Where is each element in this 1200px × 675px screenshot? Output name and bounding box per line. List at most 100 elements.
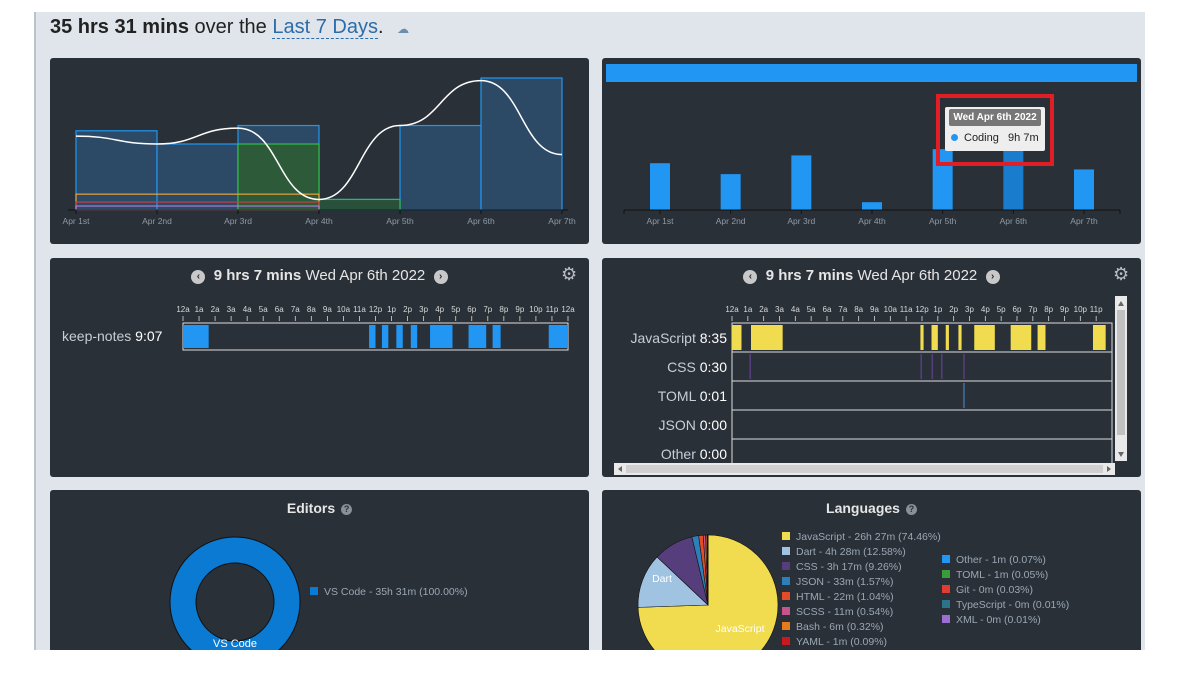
timeline-segment[interactable]	[396, 325, 403, 348]
x-tick-label: Apr 2nd	[142, 216, 172, 226]
chevron-left-icon[interactable]: ‹	[743, 270, 758, 284]
pie-label-dart: Dart	[652, 573, 672, 585]
legend-item[interactable]: CSS - 3h 17m (9.26%)	[782, 560, 941, 575]
summary-period: .	[377, 16, 384, 38]
legend-swatch	[942, 555, 950, 563]
legend-item[interactable]: SCSS - 11m (0.54%)	[782, 605, 941, 620]
timeline-segment[interactable]	[732, 325, 742, 350]
area-green-block-small[interactable]	[318, 198, 401, 211]
timeline-segment[interactable]	[963, 383, 965, 408]
scroll-left-arrow-icon[interactable]	[618, 466, 622, 472]
legend-item[interactable]: Other - 1m (0.07%)	[942, 553, 1069, 568]
daily-bar[interactable]	[791, 155, 812, 210]
hour-label: 5a	[807, 305, 816, 314]
editors-donut-svg: VS Code	[169, 536, 301, 650]
timeline-segment[interactable]	[183, 325, 209, 348]
x-tick-label: Apr 6th	[467, 216, 495, 226]
hour-label: 12a	[561, 305, 575, 314]
range-selector[interactable]: Last 7 Days	[272, 16, 378, 39]
daily-bar[interactable]	[862, 202, 882, 210]
timeline-segment[interactable]	[963, 354, 965, 379]
x-tick-label: Apr 4th	[858, 216, 886, 226]
chevron-left-icon[interactable]: ‹	[191, 270, 206, 284]
area-step-block[interactable]	[480, 77, 563, 211]
hour-label: 9p	[1060, 305, 1069, 314]
legend-item[interactable]: TypeScript - 0m (0.01%)	[942, 598, 1069, 613]
area-step-block[interactable]	[156, 143, 239, 211]
timeline-segment[interactable]	[369, 325, 376, 348]
legend-item[interactable]: Dart - 4h 28m (12.58%)	[782, 545, 941, 560]
timeline-segment[interactable]	[920, 325, 924, 350]
gear-icon[interactable]: ⚙	[561, 264, 578, 284]
timeline-segment[interactable]	[1037, 325, 1046, 350]
daily-bar[interactable]	[1003, 135, 1024, 210]
area-step-block[interactable]	[75, 130, 158, 211]
languages-timeline-panel: ‹ 9 hrs 7 mins Wed Apr 6th 2022 › ⚙ 12a 1…	[602, 258, 1141, 477]
x-tick-label: Apr 3rd	[224, 216, 252, 226]
editors-donut-ring[interactable]	[170, 537, 300, 650]
legend-item[interactable]: TOML - 1m (0.05%)	[942, 568, 1069, 583]
daily-bar[interactable]	[720, 174, 741, 210]
chevron-right-icon[interactable]: ›	[433, 270, 448, 284]
area-trend-line	[75, 79, 563, 201]
daily-bar[interactable]	[650, 163, 670, 210]
hour-label: 7a	[291, 305, 300, 314]
timeline-segment[interactable]	[958, 325, 962, 350]
legend-swatch	[782, 622, 790, 630]
timeline-segment[interactable]	[931, 354, 934, 379]
timeline-segment[interactable]	[548, 325, 568, 348]
timeline-row-frame	[731, 409, 1113, 440]
hour-label: 10a	[337, 305, 351, 314]
highlight-box	[936, 94, 1054, 166]
scroll-down-arrow-icon[interactable]	[1118, 452, 1124, 457]
area-step-block[interactable]	[399, 124, 482, 211]
legend-item[interactable]: XML - 0m (0.01%)	[942, 613, 1069, 628]
area-green-block[interactable]	[237, 143, 320, 211]
timeline-segment[interactable]	[945, 325, 949, 350]
timeline-segment[interactable]	[941, 354, 943, 379]
chevron-right-icon[interactable]: ›	[985, 270, 1000, 284]
timeline-segment[interactable]	[430, 325, 453, 348]
help-icon[interactable]: ?	[341, 504, 353, 515]
daily-bar[interactable]	[1074, 169, 1094, 210]
timeline-segment[interactable]	[410, 325, 418, 348]
timeline-segment[interactable]	[749, 354, 751, 379]
legend-item[interactable]: Git - 0m (0.03%)	[942, 583, 1069, 598]
languages-legend-left: JavaScript - 26h 27m (74.46%) Dart - 4h 2…	[782, 530, 941, 650]
scroll-right-arrow-icon[interactable]	[1107, 466, 1111, 472]
timeline-row-label: JavaScript 8:35	[631, 330, 728, 346]
languages-title: Languages?	[602, 500, 1141, 516]
timeline-segment[interactable]	[1010, 325, 1032, 350]
timeline-segment[interactable]	[1093, 325, 1106, 350]
timeline-segment[interactable]	[974, 325, 995, 350]
legend-item[interactable]: YAML - 1m (0.09%)	[782, 635, 941, 650]
tooltip-date: Wed Apr 6th 2022	[949, 109, 1041, 126]
timeline-segment[interactable]	[751, 325, 783, 350]
hour-label: 1a	[195, 305, 204, 314]
legend-label: Git - 0m (0.03%)	[956, 584, 1034, 596]
gear-icon[interactable]: ⚙	[1113, 264, 1130, 284]
editors-title-text: Editors	[286, 500, 336, 516]
hour-label: 11a	[353, 305, 366, 314]
vertical-scrollbar-thumb[interactable]	[1117, 310, 1125, 435]
timeline-segment[interactable]	[381, 325, 389, 348]
legend-swatch	[782, 607, 790, 615]
legend-item[interactable]: JSON - 33m (1.57%)	[782, 575, 941, 590]
cloud-download-icon[interactable]: ☁	[397, 22, 410, 36]
legend-label: Bash - 6m (0.32%)	[796, 621, 884, 633]
help-icon[interactable]: ?	[905, 504, 917, 515]
horizontal-scrollbar-thumb[interactable]	[626, 465, 1103, 473]
timeline-segment[interactable]	[492, 325, 501, 348]
timeline-segment[interactable]	[468, 325, 487, 348]
legend-item[interactable]: VS Code - 35h 31m (100.00%)	[310, 585, 468, 600]
chart-header-band	[606, 64, 1137, 82]
legend-item[interactable]: JavaScript - 26h 27m (74.46%)	[782, 530, 941, 545]
scroll-up-arrow-icon[interactable]	[1118, 301, 1124, 306]
daily-bar-svg: Apr 1st Apr 2nd Apr 3rd Apr 4th Apr 5th Apr 6…	[606, 64, 1137, 226]
legend-item[interactable]: Bash - 6m (0.32%)	[782, 620, 941, 635]
tooltip-row: Coding 9h 7m	[945, 126, 1045, 144]
projects-timeline-panel: ‹ 9 hrs 7 mins Wed Apr 6th 2022 › ⚙ 12a 1…	[50, 258, 589, 477]
timeline-segment[interactable]	[920, 354, 922, 379]
timeline-segment[interactable]	[931, 325, 938, 350]
legend-item[interactable]: HTML - 22m (1.04%)	[782, 590, 941, 605]
